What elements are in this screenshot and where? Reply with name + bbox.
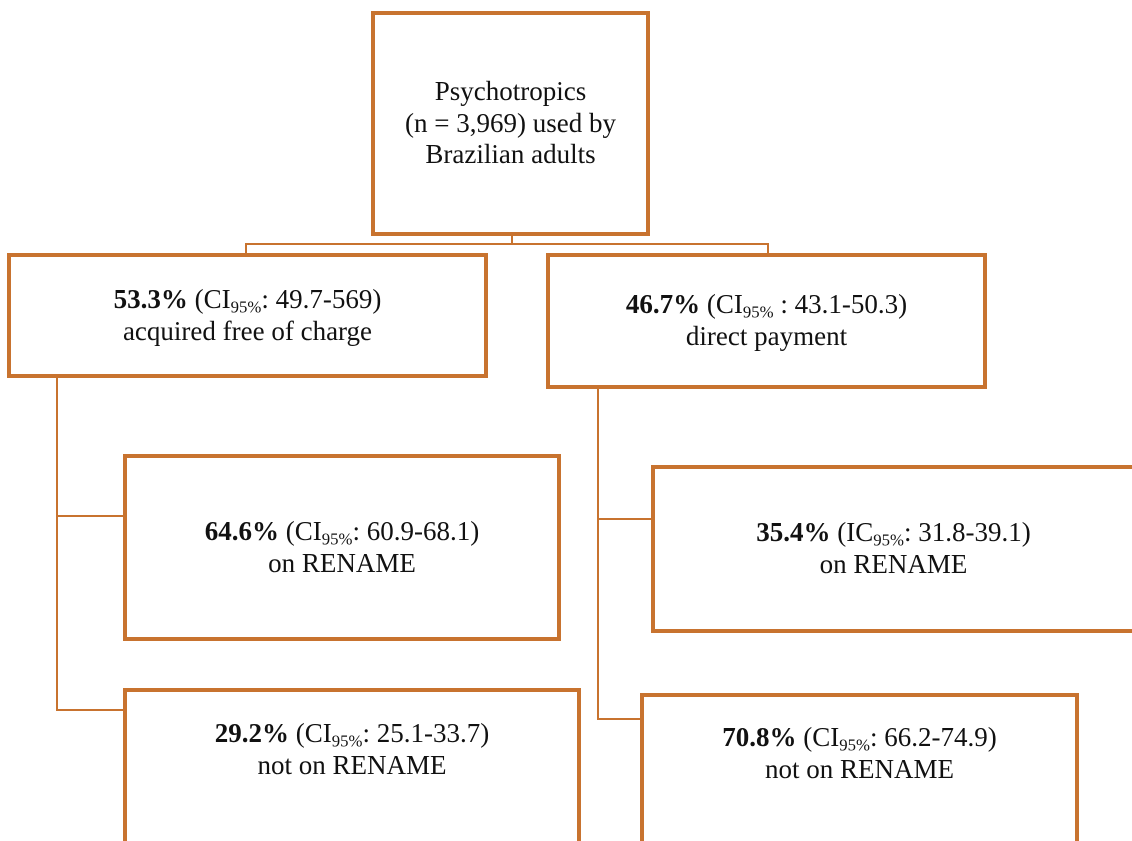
root-line-2: (n = 3,969) used by: [405, 107, 616, 138]
paid-trunk: [597, 387, 599, 720]
root-connector: [511, 234, 513, 244]
free-off-pct: 29.2%: [214, 717, 290, 748]
paid-off-pct: 70.8%: [722, 722, 797, 753]
free-off-ci-line: 29.2% (CI95%: 25.1-33.7): [214, 717, 490, 751]
free-desc: acquired free of charge: [122, 315, 373, 346]
paid-not-on-rename-node: 70.8% (CI95%: 66.2-74.9) not on RENAME: [640, 693, 1079, 841]
paid-off-desc: not on RENAME: [765, 754, 954, 784]
free-off-connector: [56, 709, 125, 711]
paid-desc: direct payment: [685, 321, 848, 351]
paid-ci-line: 46.7% (CI95% : 43.1-50.3): [625, 289, 908, 322]
paid-on-connector: [597, 518, 653, 520]
direct-payment-node: 46.7% (CI95% : 43.1-50.3) direct payment: [546, 253, 987, 389]
free-branch-stub: [245, 243, 247, 255]
root-branch-bar: [245, 243, 769, 245]
free-pct: 53.3%: [113, 283, 188, 314]
free-on-desc: on RENAME: [268, 547, 416, 578]
free-ci-line: 53.3% (CI95%: 49.7-569): [113, 283, 382, 317]
free-on-connector: [56, 515, 125, 517]
free-of-charge-node: 53.3% (CI95%: 49.7-569) acquired free of…: [7, 253, 488, 378]
free-trunk: [56, 376, 58, 711]
root-line-1: Psychotropics: [434, 75, 587, 106]
paid-on-pct: 35.4%: [756, 517, 831, 548]
free-on-ci-line: 64.6% (CI95%: 60.9-68.1): [204, 515, 480, 549]
free-off-desc: not on RENAME: [257, 749, 447, 780]
paid-on-rename-node: 35.4% (IC95%: 31.8-39.1) on RENAME: [651, 465, 1132, 633]
paid-off-connector: [597, 718, 641, 720]
free-on-rename-node: 64.6% (CI95%: 60.9-68.1) on RENAME: [123, 454, 561, 641]
paid-branch-stub: [767, 243, 769, 255]
paid-off-ci-line: 70.8% (CI95%: 66.2-74.9): [722, 722, 997, 755]
root-line-3: Brazilian adults: [425, 139, 596, 170]
root-node: Psychotropics (n = 3,969) used by Brazil…: [371, 11, 650, 236]
paid-pct: 46.7%: [625, 289, 701, 320]
paid-on-desc: on RENAME: [819, 549, 968, 579]
free-on-pct: 64.6%: [204, 515, 280, 546]
paid-on-ci-line: 35.4% (IC95%: 31.8-39.1): [756, 517, 1031, 550]
free-not-on-rename-node: 29.2% (CI95%: 25.1-33.7) not on RENAME: [123, 688, 581, 841]
